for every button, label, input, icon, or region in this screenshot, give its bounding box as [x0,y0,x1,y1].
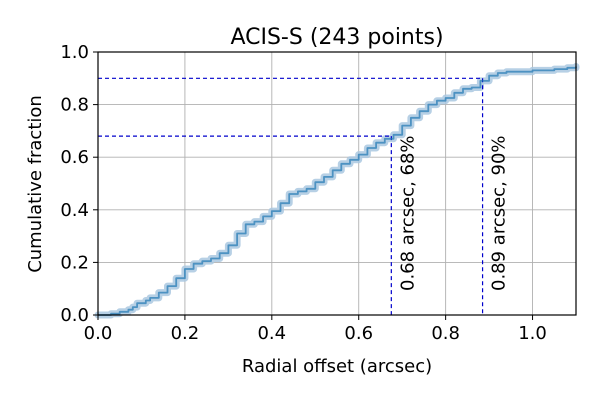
y-axis-label: Cumulative fraction [25,95,46,273]
percentile-markers [98,77,484,315]
x-tick-label: 0.0 [84,323,113,344]
x-tick-label: 0.4 [257,323,286,344]
x-tick-label: 1.0 [518,323,547,344]
y-tick-label: 0.0 [60,305,89,326]
x-axis-label: Radial offset (arcsec) [242,356,432,377]
plot-frame [97,51,577,316]
y-axis-ticks: 0.0 0.2 0.4 0.6 0.8 1.0 [60,42,98,326]
chart-title: ACIS-S (243 points) [230,25,443,50]
marker-labels: 0.68 arcsec, 68% 0.89 arcsec, 90% [397,135,509,291]
y-tick-label: 1.0 [60,42,89,63]
y-tick-label: 0.8 [60,95,89,116]
x-tick-label: 0.2 [171,323,200,344]
x-axis-ticks: 0.0 0.2 0.4 0.6 0.8 1.0 [84,315,547,344]
marker-label: 0.68 arcsec, 68% [397,135,418,291]
y-tick-label: 0.6 [60,147,89,168]
x-tick-label: 0.8 [431,323,460,344]
x-tick-label: 0.6 [344,323,373,344]
series-line [98,66,577,316]
series-lines [98,66,577,316]
y-tick-label: 0.2 [60,252,89,273]
marker-label: 0.89 arcsec, 90% [489,135,510,291]
y-tick-label: 0.4 [60,200,89,221]
